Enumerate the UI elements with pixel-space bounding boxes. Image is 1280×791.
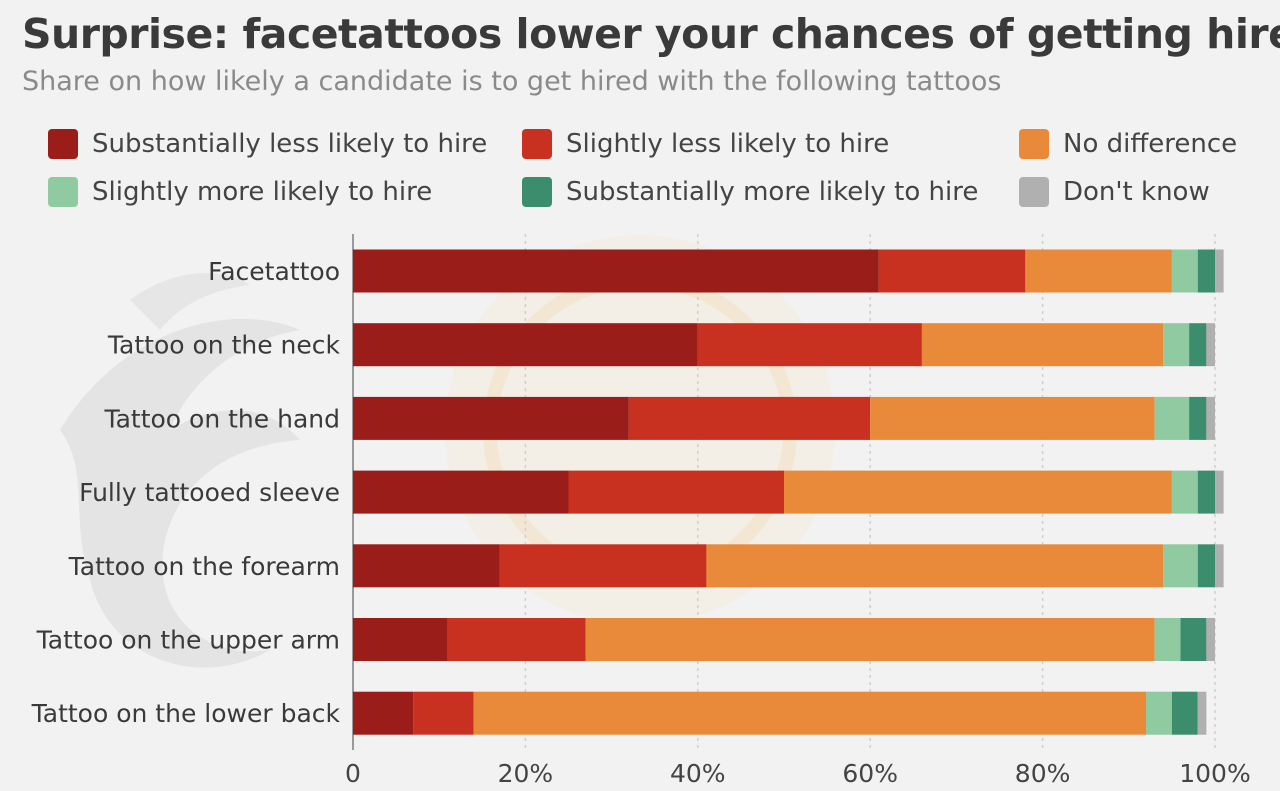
bar-segment-4-6 bbox=[1171, 691, 1198, 735]
bar-segment-3-6 bbox=[1146, 691, 1172, 735]
x-tick-label: 0 bbox=[345, 759, 361, 788]
bar-segment-1-2 bbox=[628, 396, 871, 440]
bar-segment-0-0 bbox=[353, 249, 879, 293]
bar-segment-1-1 bbox=[697, 323, 922, 367]
bar-segment-4-4 bbox=[1197, 544, 1215, 588]
bar-segment-2-3 bbox=[784, 470, 1172, 514]
bar-segment-0-2 bbox=[353, 396, 629, 440]
bar-segment-1-4 bbox=[499, 544, 707, 588]
x-tick-label: 20% bbox=[498, 759, 554, 788]
bar-segment-5-1 bbox=[1206, 323, 1215, 367]
category-label: Tattoo on the lower back bbox=[31, 699, 341, 728]
bar-segment-3-2 bbox=[1154, 396, 1190, 440]
bar-segment-5-6 bbox=[1197, 691, 1207, 735]
bar-segment-4-1 bbox=[1189, 323, 1207, 367]
bar-segment-4-5 bbox=[1180, 618, 1207, 661]
bar-segment-1-3 bbox=[568, 470, 784, 514]
bar-segment-5-5 bbox=[1206, 618, 1215, 661]
bar-segment-3-0 bbox=[1171, 249, 1198, 293]
bar-segment-1-5 bbox=[447, 618, 586, 661]
watermark-decoration bbox=[60, 235, 835, 668]
bar-segment-3-1 bbox=[1163, 323, 1190, 367]
category-label: Fully tattooed sleeve bbox=[79, 478, 340, 507]
bar-segment-2-4 bbox=[706, 544, 1164, 588]
bar-segment-4-0 bbox=[1197, 249, 1215, 293]
category-label: Tattoo on the upper arm bbox=[36, 626, 340, 655]
bar-segment-5-0 bbox=[1215, 249, 1224, 293]
bar-segment-2-1 bbox=[921, 323, 1164, 367]
bar-segment-4-3 bbox=[1197, 470, 1215, 514]
bar-segment-2-5 bbox=[585, 618, 1155, 661]
category-label: Tattoo on the neck bbox=[107, 331, 341, 360]
chart-title: Surprise: facetattoos lower your chances… bbox=[22, 10, 1280, 58]
x-tick-label: 40% bbox=[670, 759, 726, 788]
bar-segment-2-2 bbox=[870, 396, 1155, 440]
x-tick-label: 80% bbox=[1015, 759, 1071, 788]
chart-subtitle: Share on how likely a candidate is to ge… bbox=[22, 66, 1002, 97]
bar-segment-5-3 bbox=[1215, 470, 1224, 514]
bar-segment-5-2 bbox=[1206, 396, 1215, 440]
bar-segment-1-6 bbox=[413, 691, 474, 735]
bar-segment-2-6 bbox=[473, 691, 1147, 735]
x-axis-ticks: 0 20% 40% 60% 80% 100% bbox=[345, 759, 1251, 788]
category-label: Facetattoo bbox=[208, 257, 340, 286]
bars bbox=[353, 249, 1224, 735]
bar-segment-5-4 bbox=[1215, 544, 1224, 588]
bar-segment-0-6 bbox=[353, 691, 414, 735]
bar-segment-3-5 bbox=[1154, 618, 1181, 661]
x-tick-label: 100% bbox=[1179, 759, 1250, 788]
bar-segment-3-3 bbox=[1171, 470, 1198, 514]
bar-segment-1-0 bbox=[878, 249, 1026, 293]
category-labels: Facetattoo Tattoo on the neck Tattoo on th… bbox=[31, 257, 341, 728]
bar-segment-3-4 bbox=[1163, 544, 1198, 588]
bar-segment-4-2 bbox=[1189, 396, 1207, 440]
x-tick-label: 60% bbox=[842, 759, 898, 788]
bar-segment-0-1 bbox=[353, 323, 698, 367]
bar-segment-0-5 bbox=[353, 618, 448, 661]
category-label: Tattoo on the hand bbox=[103, 404, 340, 433]
bar-segment-0-3 bbox=[353, 470, 569, 514]
bar-segment-2-0 bbox=[1025, 249, 1172, 293]
bar-segment-0-4 bbox=[353, 544, 500, 588]
category-label: Tattoo on the forearm bbox=[68, 552, 340, 581]
